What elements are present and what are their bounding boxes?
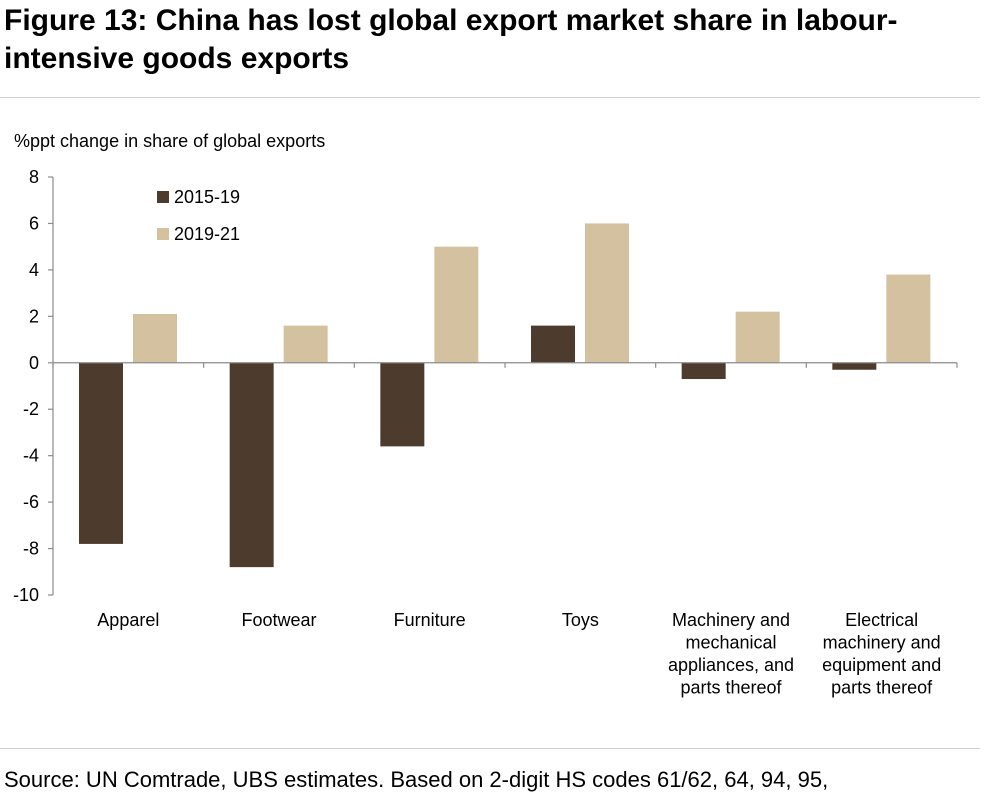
bar-2019-21 [434,246,479,363]
footer-divider [0,748,980,749]
x-tick-label: Machinery and mechanical appliances, and pa… [668,610,794,698]
y-tick-label: 8 [29,167,39,187]
bar-2019-21 [133,314,177,363]
legend-swatch [157,228,169,240]
y-axis: 8 6 4 2 0 -2 -4 -6 -8 -10 [13,167,54,605]
legend-swatch [157,191,169,203]
bar-chart: %ppt change in share of global exports 8… [13,131,958,698]
bars [79,223,931,568]
x-tick-label: Furniture [394,610,466,630]
y-tick-label: 6 [29,213,39,233]
y-tick-label: -4 [23,446,39,466]
legend-label: 2015-19 [174,187,240,207]
legend-label: 2019-21 [174,224,240,244]
y-tick-label: 2 [29,306,39,326]
bar-2015-19 [531,325,575,363]
bar-2019-21 [283,325,328,363]
title-divider [0,97,980,98]
source-note: Source: UN Comtrade, UBS estimates. Base… [4,767,829,792]
bar-2019-21 [585,223,629,363]
bar-2015-19 [229,362,274,568]
y-tick-label: 0 [29,353,39,373]
bar-2015-19 [79,362,123,544]
bar-2019-21 [886,274,931,363]
y-axis-label: %ppt change in share of global exports [14,131,325,151]
bar-2019-21 [735,311,780,363]
y-tick-label: -10 [13,585,39,605]
x-axis [52,362,958,368]
figure-title: Figure 13: China has lost global export … [4,4,898,75]
x-tick-label: Electrical machinery and equipment and part… [822,610,941,698]
legend: 2015-19 2019-21 [157,187,240,244]
y-tick-label: -6 [23,492,39,512]
y-tick-label: -8 [23,539,39,559]
y-tick-label: 4 [29,260,39,280]
bar-2015-19 [380,362,425,447]
y-tick-label: -2 [23,399,39,419]
x-axis-labels: Apparel Footwear Furniture Toys Machinery an… [97,610,941,698]
x-tick-label: Toys [562,610,599,630]
x-tick-label: Apparel [97,610,159,630]
x-tick-label: Footwear [241,610,316,630]
bar-2015-19 [832,362,877,370]
bar-2015-19 [681,362,726,380]
